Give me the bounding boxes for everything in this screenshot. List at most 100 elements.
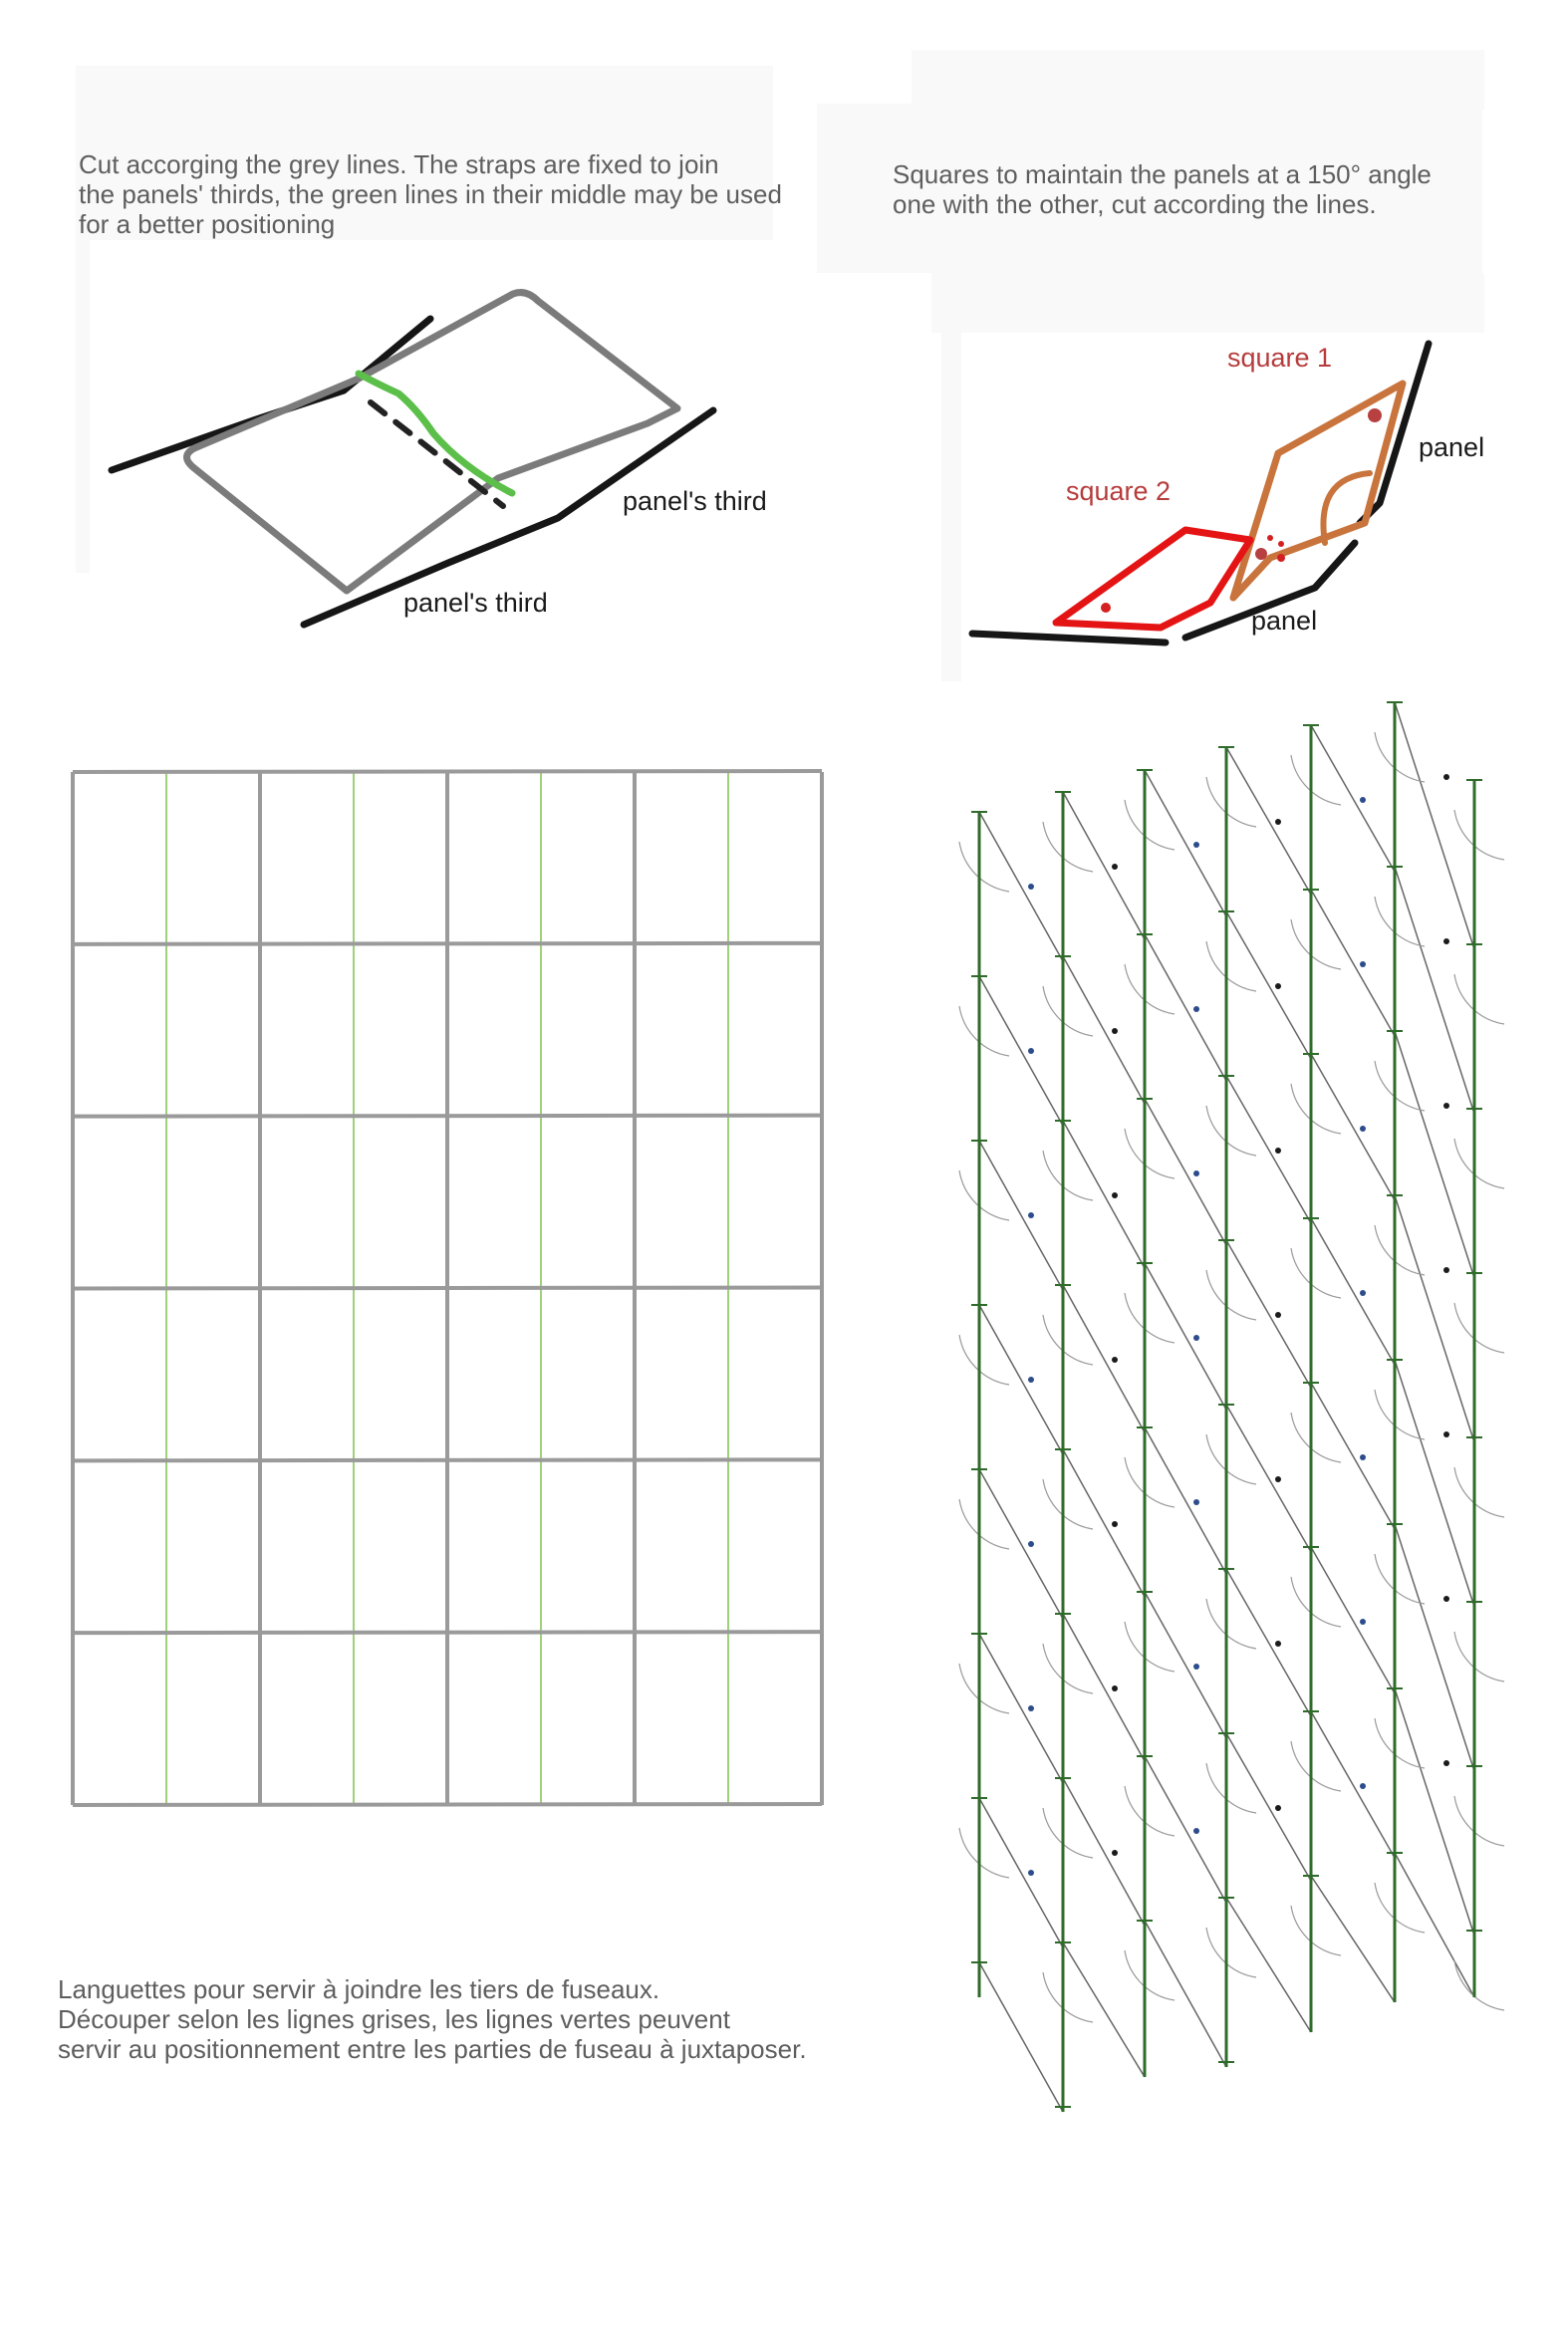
construction-arc [1290,1247,1342,1299]
diagonal-cut-line [1310,889,1396,1037]
grey-cut-line [72,1630,823,1636]
diagonal-cut-line [1310,1217,1396,1366]
marker-dot [1028,1541,1034,1547]
grey-strap [183,289,681,595]
construction-arc [1290,1740,1342,1792]
marker-dot [1360,1454,1366,1460]
diagonal-cut-line [1144,769,1227,917]
label-square-1: square 1 [1227,343,1333,373]
marker-dot [1275,819,1281,825]
diagonal-cut-line [1225,910,1312,1060]
construction-arc [958,1498,1010,1550]
construction-arc [1124,1128,1176,1179]
diagonal-cut-line [1225,1239,1312,1389]
marker-dot [1360,797,1366,803]
background-patch [941,333,961,681]
construction-arc [1042,1643,1094,1694]
construction-arc [1290,918,1342,970]
grey-cut-line [72,1802,823,1807]
diagonal-cut-line [1062,791,1146,940]
diagonal-cut-line [1144,1262,1227,1411]
construction-arc [1453,809,1505,861]
instructions-fr: Languettes pour servir à joindre les tie… [58,1974,807,2064]
diagonal-cut-line [1225,1897,1312,2033]
construction-arc [1205,1762,1257,1814]
diagonal-cut-line [978,1140,1064,1291]
grey-cut-line [72,1113,823,1119]
construction-arc [1205,776,1257,828]
marker-dot [1028,884,1034,890]
marker-dot [1193,1664,1199,1670]
marker-dot [1028,1212,1034,1218]
diagonal-cut-line [1394,701,1475,950]
diagonal-cut-line [1062,1941,1146,2078]
construction-arc [958,1005,1010,1057]
marker-dot [1112,864,1118,870]
construction-arc [1290,754,1342,806]
instructions-en-line: Cut accorging the grey lines. The straps… [79,149,719,179]
background-patch [912,50,1484,110]
marker-dot [1443,1103,1449,1109]
construction-arc [1042,821,1094,873]
construction-arc [1290,1083,1342,1135]
marker-dot [1275,1476,1281,1482]
marker-dot [1275,1805,1281,1811]
diagonal-cut-line [1144,1755,1227,1904]
marker-dot [1275,983,1281,989]
diagonal-cut-line [1394,1194,1475,1443]
construction-arc [1453,1795,1505,1847]
construction-arc [1042,1150,1094,1201]
marker-dot [1112,1192,1118,1198]
diagonal-cut-line [1225,1404,1312,1553]
construction-arc [1124,1949,1176,2001]
marker-dot [1193,842,1199,848]
grey-cut-line [72,940,823,946]
panel-line-bottom [968,630,1170,647]
diagonal-cut-line [1062,1613,1146,1762]
diagonal-cut-line [1310,1875,1396,2003]
instructions-squares-line: Squares to maintain the panels at a 150°… [893,159,1432,189]
diagonal-cut-line [978,811,1064,962]
panel-edge-top [108,315,434,474]
marker-dot [1193,1499,1199,1505]
construction-arc [1453,973,1505,1025]
diagonal-cut-line [978,1961,1064,2113]
construction-arc [1374,1060,1426,1112]
construction-arc [1453,1631,1505,1682]
label-panel-top: panel [1419,432,1485,462]
construction-arc [1290,1412,1342,1463]
diagonal-cut-line [978,1633,1064,1784]
construction-arc [958,1334,1010,1386]
marker-dot [1360,1290,1366,1296]
construction-arc [1374,1882,1426,1934]
construction-arc [1205,1105,1257,1157]
diagonal-cut-line [1310,724,1396,873]
construction-arc [1205,1269,1257,1321]
label-panel-bottom: panel [1251,606,1318,636]
marker-dot [1275,1148,1281,1154]
marker-dot [1028,1705,1034,1711]
green-guide-line [355,370,516,497]
label-panel-third-bottom: panel's third [403,588,548,618]
construction-arc [1042,1314,1094,1366]
construction-arc [1124,1621,1176,1673]
construction-arc [1453,1466,1505,1518]
construction-arc [1042,1478,1094,1530]
construction-arc [1374,1553,1426,1605]
marker-dot [1443,1267,1449,1273]
square-1 [1229,380,1407,602]
instructions-squares: Squares to maintain the panels at a 150°… [893,159,1432,219]
construction-arc [1453,1959,1505,2011]
marker-dot [1193,1170,1199,1176]
diagonal-cut-line [1394,1030,1475,1279]
construction-arc [1374,1717,1426,1769]
diagonal-cut-line [1144,933,1227,1082]
diagonal-cut-line [1225,1568,1312,1717]
marker-dot [1028,1870,1034,1876]
construction-arc [1205,940,1257,992]
construction-arc [958,1663,1010,1714]
marker-dot [1028,1377,1034,1383]
background-patch [931,273,1484,333]
diagonal-cut-line [1394,1359,1475,1608]
construction-arc [1205,1927,1257,1978]
